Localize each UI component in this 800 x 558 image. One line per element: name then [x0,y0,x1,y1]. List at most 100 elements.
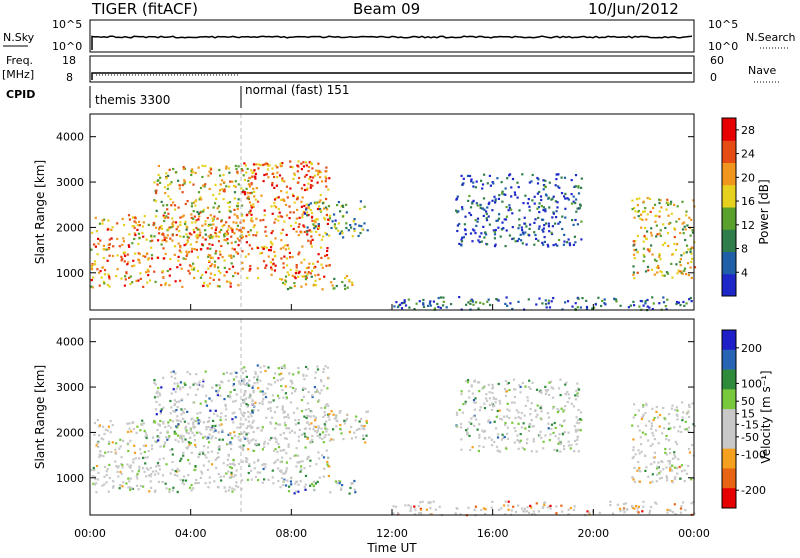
data-cell [632,244,635,247]
data-cell [277,467,280,470]
data-cell [151,239,154,242]
data-cell [577,186,580,189]
data-cell [350,482,353,485]
data-cell [280,239,283,242]
data-cell [651,296,654,299]
data-cell [314,219,317,222]
data-cell [664,451,667,454]
data-cell [167,228,170,231]
data-cell [554,426,557,429]
data-cell [182,167,185,171]
data-cell [293,431,296,434]
data-cell [676,418,679,421]
data-cell [248,379,251,382]
data-cell [147,468,150,471]
data-cell [665,475,668,478]
data-cell [655,266,658,269]
data-cell [496,449,499,452]
data-cell [108,476,111,480]
data-cell [106,429,109,432]
data-cell [624,502,628,505]
data-cell [153,490,156,493]
colorbar-segment [722,409,736,430]
data-cell [544,185,547,189]
data-cell [166,204,169,207]
data-cell [212,235,215,238]
data-cell [327,218,330,221]
data-cell [245,427,248,430]
data-cell [126,463,129,466]
data-cell [200,470,203,473]
data-cell [208,187,211,191]
data-cell [266,164,270,167]
data-cell [188,443,191,446]
data-cell [665,438,668,441]
data-cell [228,267,231,271]
data-cell [277,219,280,222]
data-cell [153,419,156,423]
data-cell [130,487,133,490]
data-cell [234,240,237,244]
data-cell [276,394,280,397]
data-cell [504,513,507,516]
data-cell [492,405,495,408]
data-cell [287,443,290,446]
data-cell [128,276,131,279]
data-cell [150,486,153,489]
data-cell [312,428,315,431]
data-cell [289,256,292,259]
data-cell [499,235,502,238]
data-cell [274,436,277,439]
data-cell [261,163,264,167]
data-cell [225,167,228,170]
data-cell [143,470,146,473]
data-cell [247,230,250,234]
data-cell [266,162,269,165]
data-cell [230,241,233,244]
data-cell [634,240,637,243]
data-cell [456,195,459,198]
data-cell [514,193,517,196]
data-cell [288,205,291,208]
data-cell [415,302,418,305]
data-cell [482,445,485,449]
data-cell [267,401,271,404]
data-cell [198,431,201,434]
data-cell [209,272,213,275]
data-cell [678,425,682,428]
data-cell [433,307,437,310]
data-cell [194,221,197,224]
data-cell [666,511,669,514]
data-cell [506,304,509,307]
data-cell [635,198,638,201]
data-cell [673,503,676,506]
data-cell [457,210,460,213]
data-cell [222,372,225,375]
data-cell [271,181,274,185]
data-cell [633,507,636,510]
data-cell [306,214,309,217]
data-cell [526,506,529,509]
data-cell [362,437,365,440]
data-cell [519,391,522,394]
data-cell [164,252,167,255]
data-cell [642,404,645,407]
data-cell [107,243,110,246]
nave-label: Nave [748,64,776,77]
data-cell [483,236,486,239]
data-cell [196,270,200,273]
data-cell [643,454,647,457]
data-cell [648,306,651,309]
data-cell [556,206,559,209]
data-cell [269,421,272,424]
data-cell [252,449,256,452]
data-cell [564,383,567,386]
data-cell [533,221,536,224]
data-cell [326,208,329,211]
data-cell [675,263,678,266]
data-cell [579,429,582,432]
data-cell [202,421,205,424]
data-cell [305,173,308,177]
data-cell [208,170,211,173]
